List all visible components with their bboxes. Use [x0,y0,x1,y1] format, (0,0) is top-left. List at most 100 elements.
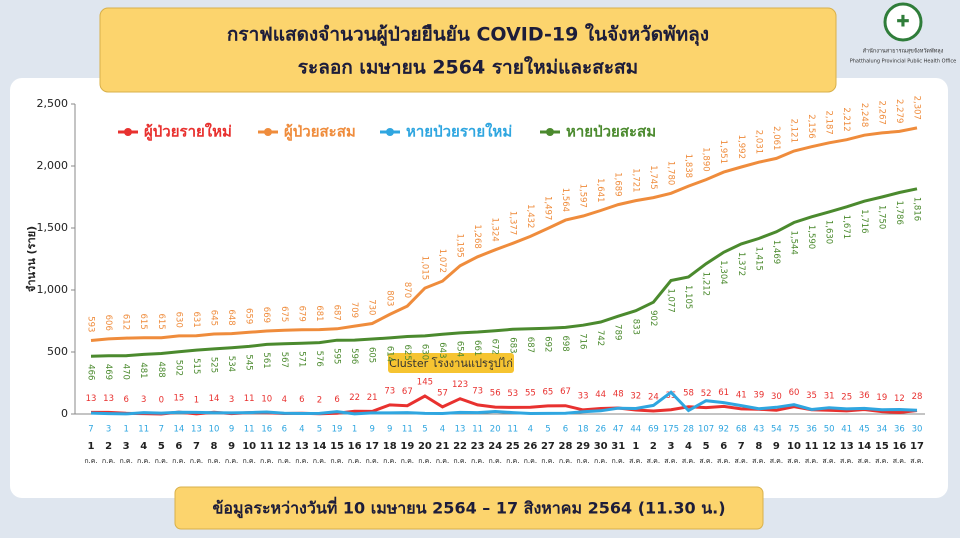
value-label: 466 [86,364,96,380]
x-tick-month: ส.ค. [735,457,748,465]
value-label: 36 [859,391,870,401]
value-label: 1,780 [665,161,675,185]
x-tick-label: 13 [840,441,854,452]
value-label: 648 [226,309,236,325]
x-tick-label: 7 [193,441,200,452]
x-tick-month: ส.ค. [840,457,853,465]
legend-key-dot [386,128,394,136]
x-tick-month: ก.ค. [541,457,554,465]
value-label: 470 [121,364,131,380]
value-label: 14 [209,394,220,404]
value-label: 1,372 [736,252,746,276]
x-tick-month: ก.ค. [524,457,537,465]
y-tick-label: 2,500 [37,97,69,110]
y-axis-label: จำนวน (ราย) [25,226,38,292]
value-label: 643 [437,342,447,358]
value-label: 687 [332,305,342,321]
value-label: 20 [490,425,501,435]
x-tick-month: ก.ค. [260,457,273,465]
x-tick-month: ส.ค. [629,457,642,465]
value-label: 709 [349,302,359,318]
value-label: 19 [332,425,343,435]
value-label: 1,597 [578,184,588,208]
x-tick-month: ส.ค. [893,457,906,465]
value-label: 2,061 [771,126,781,150]
value-label: 14 [173,425,184,435]
chart-title: กราฟแสดงจำนวนผู้ป่วยยืนยัน COVID-19 ในจั… [227,23,709,47]
value-label: 3 [229,395,234,405]
value-label: 2,307 [912,96,922,120]
value-label: 698 [560,335,570,351]
x-tick-month: ก.ค. [119,457,132,465]
value-label: 1,195 [455,233,465,257]
x-tick-label: 27 [541,441,555,452]
value-label: 26 [595,425,606,435]
value-label: 41 [841,425,852,435]
x-tick-month: ก.ค. [506,457,519,465]
value-label: 55 [525,389,536,399]
x-tick-month: ก.ค. [225,457,238,465]
value-label: 716 [578,333,588,349]
x-tick-label: 4 [685,441,692,452]
value-label: 9 [387,425,392,435]
x-tick-month: ก.ค. [594,457,607,465]
value-label: 3 [141,395,146,405]
value-label: 2 [317,395,322,405]
value-label: 687 [525,337,535,353]
value-label: 669 [261,307,271,323]
value-label: 515 [191,358,201,374]
value-label: 15 [173,394,184,404]
value-label: 1,105 [683,285,693,309]
value-label: 645 [209,310,219,326]
value-label: 13 [103,394,114,404]
x-tick-label: 9 [228,441,235,452]
series-line [90,187,918,358]
value-label: 30 [771,392,782,402]
value-label: 730 [367,299,377,315]
value-label: 0 [159,396,164,406]
value-label: 53 [507,389,518,399]
value-label: 12 [894,394,905,404]
value-label: 25 [841,392,852,402]
x-tick-label: 10 [787,441,801,452]
x-tick-month: ก.ค. [489,457,502,465]
x-tick-label: 25 [506,441,520,452]
x-tick-month: ส.ค. [875,457,888,465]
value-label: 107 [698,425,714,435]
x-tick-label: 14 [313,441,327,452]
x-tick-month: ส.ค. [752,457,765,465]
value-label: 2,156 [806,114,816,138]
chart-title: ระลอก เมษายน 2564 รายใหม่และสะสม [298,56,638,79]
value-label: 10 [209,425,220,435]
value-label: 58 [683,388,694,398]
value-label: 596 [349,348,359,364]
x-tick-label: 11 [260,441,274,452]
value-label: 545 [244,354,254,370]
value-label: 1,268 [472,224,482,248]
value-label: 67 [402,387,413,397]
value-label: 7 [159,425,164,435]
value-label: 32 [630,392,641,402]
x-tick-label: 17 [365,441,379,452]
value-label: 1 [352,425,357,435]
value-label: 615 [156,314,166,330]
x-tick-label: 2 [105,441,112,452]
title-box [99,7,837,93]
value-label: 9 [369,425,374,435]
value-label: 561 [261,352,271,368]
value-label: 469 [103,364,113,380]
value-label: 5 [422,425,427,435]
value-label: 630 [173,312,183,328]
value-label: 11 [472,425,483,435]
x-tick-label: 9 [773,441,780,452]
value-label: 2,279 [894,99,904,123]
value-label: 54 [771,425,782,435]
value-label: 39 [753,391,764,401]
x-tick-month: ก.ค. [242,457,255,465]
value-label: 69 [648,425,659,435]
value-label: 4 [528,425,533,435]
value-label: 10 [261,394,272,404]
x-tick-label: 18 [383,441,397,452]
value-label: 692 [542,336,552,352]
value-label: 92 [718,425,729,435]
